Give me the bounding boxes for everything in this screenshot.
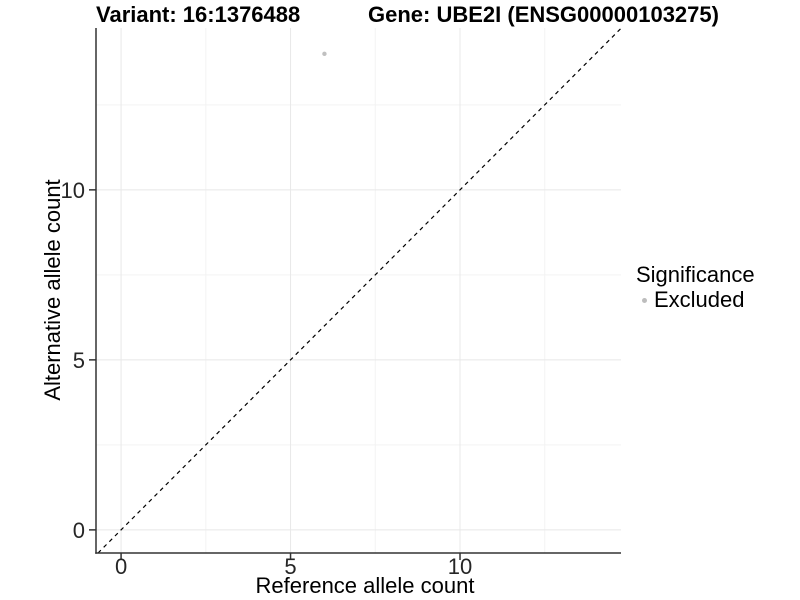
- legend-point-icon: [642, 297, 647, 303]
- x-tick-label: 10: [448, 554, 472, 579]
- y-tick-label: 10: [61, 178, 85, 203]
- legend-item-label: Excluded: [654, 287, 745, 312]
- legend-item-excluded: Excluded: [636, 289, 755, 311]
- x-axis-title: Reference allele count: [255, 573, 475, 598]
- identity-line: [97, 27, 622, 554]
- data-point: [322, 51, 327, 57]
- y-axis-title: Alternative allele count: [40, 179, 65, 401]
- variant-title: Variant: 16:1376488: [96, 2, 301, 27]
- legend-title: Significance: [636, 262, 755, 287]
- y-tick-label: 5: [73, 348, 85, 373]
- legend: Significance Excluded: [636, 264, 755, 311]
- x-tick-label: 5: [284, 554, 296, 579]
- x-tick-label: 0: [115, 554, 127, 579]
- y-tick-label: 0: [73, 518, 85, 543]
- gene-title: Gene: UBE2I (ENSG00000103275): [368, 2, 719, 27]
